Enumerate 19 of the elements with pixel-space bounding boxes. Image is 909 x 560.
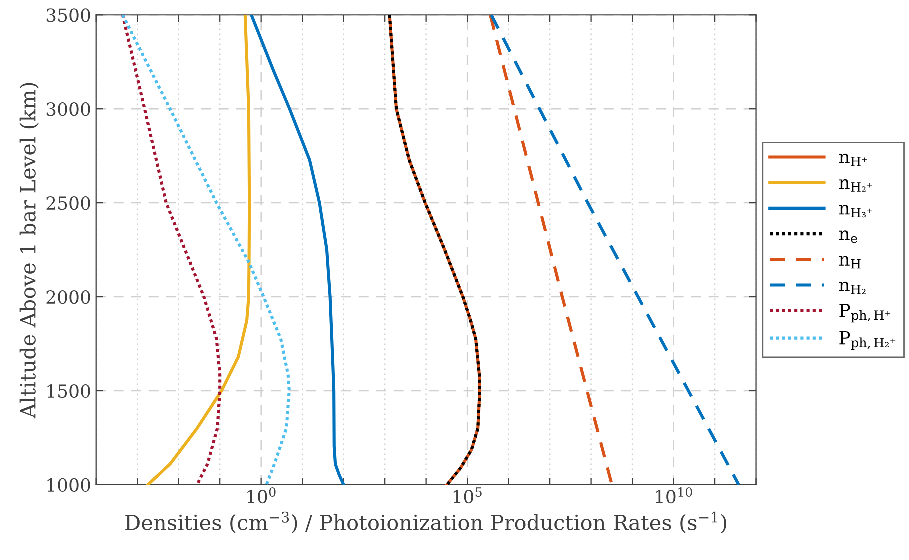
x-tick-label: 10$^{0}$ xyxy=(248,487,276,504)
legend-label: n$_{H₂⁺}$ xyxy=(839,179,872,192)
legend-label: n$_{H}$ xyxy=(839,256,861,269)
y-tick-label: 3500 xyxy=(46,8,90,22)
y-tick-label: 1500 xyxy=(48,384,90,398)
legend-label: P$_{ph,H₂⁺}$ xyxy=(840,331,896,350)
legend-label: n$_{H⁺}$ xyxy=(839,154,868,166)
legend-label: n$_{H₃⁺}$ xyxy=(839,205,872,218)
y-tick-label: 2500 xyxy=(46,196,90,210)
legend-label: n$_{e}$ xyxy=(839,230,858,244)
y-axis-title: Altitude Above 1 bar Level (km) xyxy=(20,83,39,419)
y-tick-label: 1000 xyxy=(48,478,90,492)
y-tick-label: 3000 xyxy=(46,102,90,116)
x-axis-title: Densities (cm$^{−3}$) / Photoionization Production Rates (s$^{−1}$) xyxy=(126,512,726,534)
legend-label: n$_{H₂}$ xyxy=(839,282,866,294)
x-tick-label: 10$^{10}$ xyxy=(656,487,692,504)
x-tick-label: 10$^{5}$ xyxy=(454,488,482,504)
y-tick-label: 2000 xyxy=(46,290,90,304)
legend-label: P$_{ph,H⁺}$ xyxy=(840,304,891,323)
